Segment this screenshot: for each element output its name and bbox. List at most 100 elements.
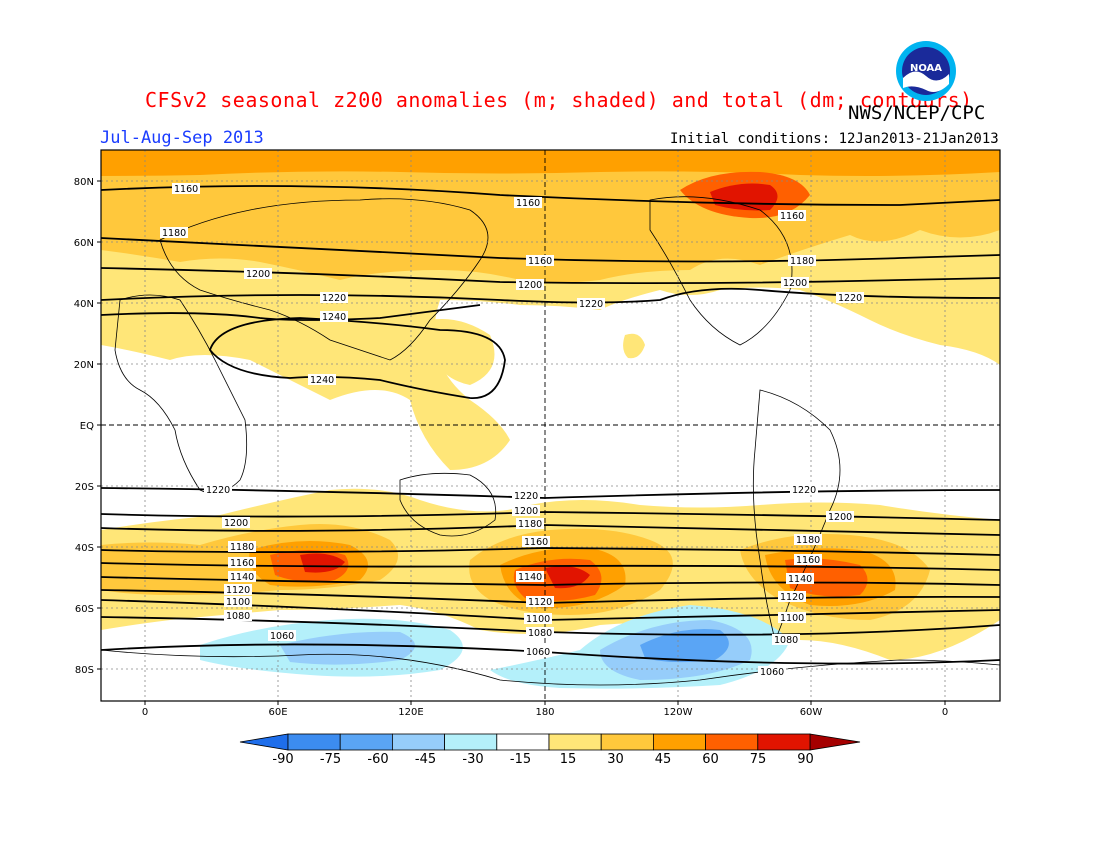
lon-label: 120W — [664, 707, 693, 718]
contour-label: 1080 — [774, 635, 798, 646]
lat-label: EQ — [80, 421, 94, 432]
contour-label: 1180 — [796, 535, 820, 546]
colorbar-tick-label: 75 — [750, 752, 767, 767]
lat-label: 20S — [75, 482, 94, 493]
contour-label: 1060 — [760, 667, 784, 678]
contour-label: 1060 — [270, 631, 294, 642]
lon-label: 60E — [268, 707, 287, 718]
colorbar-low-arrow — [239, 733, 289, 751]
contour-label: 1200 — [514, 506, 538, 517]
lat-label: 80N — [74, 177, 94, 188]
contour-label: 1220 — [206, 485, 230, 496]
contour-label: 1080 — [528, 628, 552, 639]
colorbar-tick-label: 15 — [560, 752, 577, 767]
coastlines — [101, 196, 1000, 686]
axis-ticks — [97, 180, 946, 705]
contour-label: 1160 — [230, 558, 254, 569]
contour-label: 1120 — [528, 597, 552, 608]
contour-label: 1220 — [579, 299, 603, 310]
contour-label: 1100 — [226, 597, 250, 608]
contour-label: 1220 — [792, 485, 816, 496]
lon-label: 60W — [800, 707, 823, 718]
lon-label: 180 — [535, 707, 554, 718]
colorbar-tick-label: -45 — [415, 752, 436, 767]
colorbar-tick-label: 60 — [702, 752, 719, 767]
colorbar-swatch — [548, 733, 602, 751]
contour-label: 1160 — [516, 198, 540, 209]
africa-outline — [114, 294, 248, 494]
latitude-labels: 80N 60N 40N 20N EQ 20S 40S 60S 80S — [74, 177, 94, 676]
colorbar-tick-label: -75 — [320, 752, 341, 767]
colorbar: -90 -75 -60 -45 -30 -15 15 30 45 60 75 90 — [239, 733, 861, 767]
lon-label: 0 — [942, 707, 948, 718]
contour-label: 1160 — [174, 184, 198, 195]
contour-label: 1080 — [226, 611, 250, 622]
contour-label: 1200 — [246, 269, 270, 280]
contour-label: 1100 — [780, 613, 804, 624]
lat-label: 60N — [74, 238, 94, 249]
contour-label: 1100 — [526, 614, 550, 625]
lat-label: 60S — [75, 604, 94, 615]
lat-label: 20N — [74, 360, 94, 371]
contour-label: 1200 — [783, 278, 807, 289]
contour-label: 1240 — [322, 312, 346, 323]
colorbar-tick-label: 45 — [655, 752, 672, 767]
colorbar-swatch — [496, 733, 550, 751]
contour-label: 1160 — [524, 537, 548, 548]
contour-label: 1140 — [230, 572, 254, 583]
contour-label: 1220 — [838, 293, 862, 304]
colorbar-tick-label: -60 — [367, 752, 388, 767]
colorbar-tick-label: 90 — [797, 752, 814, 767]
colorbar-swatch — [287, 733, 341, 751]
antarctica-outline — [101, 649, 1000, 686]
colorbar-swatch — [600, 733, 654, 751]
colorbar-swatch — [653, 733, 707, 751]
contour-label: 1200 — [224, 518, 248, 529]
lat-label: 40S — [75, 543, 94, 554]
colorbar-tick-label: 30 — [607, 752, 624, 767]
contour-label: 1180 — [790, 256, 814, 267]
contour-label: 1140 — [518, 572, 542, 583]
lon-label: 120E — [398, 707, 423, 718]
colorbar-high-arrow — [809, 733, 861, 751]
colorbar-swatch — [444, 733, 498, 751]
contour-label: 1220 — [514, 491, 538, 502]
contour-label: 1180 — [162, 228, 186, 239]
initial-conditions-label: Initial conditions: 12Jan2013-21Jan2013 — [670, 131, 999, 147]
contour-label: 1140 — [788, 574, 812, 585]
lon-label: 0 — [142, 707, 148, 718]
agency-label: NWS/NCEP/CPC — [848, 102, 986, 124]
chart-title: CFSv2 seasonal z200 anomalies (m; shaded… — [145, 88, 973, 112]
colorbar-tick-label: -15 — [510, 752, 531, 767]
grid — [101, 150, 1000, 701]
colorbar-tick-label: -30 — [462, 752, 483, 767]
contour-label: 1200 — [518, 280, 542, 291]
contour-label: 1160 — [528, 256, 552, 267]
contour-label: 1240 — [310, 375, 334, 386]
contour-label: 1180 — [230, 542, 254, 553]
contour-label: 1180 — [518, 519, 542, 530]
noaa-logo-icon: NOAA — [896, 41, 956, 101]
australia-outline — [399, 472, 497, 537]
contour-label: 1120 — [780, 592, 804, 603]
contour-label: 1160 — [796, 555, 820, 566]
colorbar-swatch — [339, 733, 393, 751]
lat-label: 80S — [75, 665, 94, 676]
contour-labels: 1160 1160 1160 1180 1160 1180 1200 1200 … — [160, 183, 864, 678]
colorbar-tick-label: -90 — [272, 752, 293, 767]
contour-label: 1200 — [828, 512, 852, 523]
noaa-logo-text: NOAA — [910, 63, 942, 74]
contour-label: 1060 — [526, 647, 550, 658]
contour-label: 1160 — [780, 211, 804, 222]
colorbar-swatch — [391, 733, 445, 751]
eurasia-outline — [159, 198, 489, 361]
lat-label: 40N — [74, 299, 94, 310]
contour-label: 1220 — [322, 293, 346, 304]
contour-label: 1120 — [226, 585, 250, 596]
period-label: Jul-Aug-Sep 2013 — [100, 128, 264, 148]
colorbar-swatch — [705, 733, 759, 751]
colorbar-swatch — [757, 733, 811, 751]
longitude-labels: 0 60E 120E 180 120W 60W 0 — [142, 707, 948, 718]
reference-lines — [101, 150, 1000, 701]
